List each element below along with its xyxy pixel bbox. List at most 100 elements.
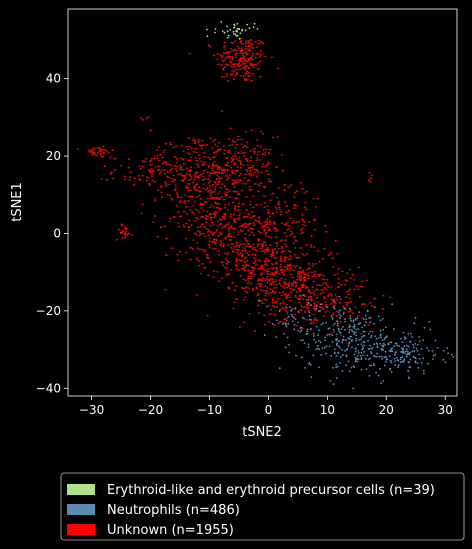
data-point: [266, 273, 269, 276]
data-point: [413, 350, 416, 353]
data-point: [258, 42, 260, 45]
data-point: [336, 365, 339, 368]
data-point: [269, 199, 272, 202]
data-point: [306, 268, 309, 271]
data-point: [373, 343, 376, 346]
data-point: [184, 237, 187, 240]
data-point: [446, 347, 449, 349]
data-point: [344, 320, 346, 323]
data-point: [325, 345, 328, 347]
x-tick-label: 0: [265, 403, 273, 417]
data-point: [235, 52, 238, 55]
data-point: [368, 180, 371, 183]
data-point: [322, 289, 324, 292]
data-point: [296, 297, 299, 300]
data-point: [297, 321, 299, 324]
data-point: [299, 327, 302, 329]
data-point: [371, 331, 374, 333]
data-point: [310, 296, 312, 299]
data-point: [275, 263, 277, 265]
data-point: [233, 207, 236, 210]
data-point: [197, 186, 200, 189]
data-point: [395, 351, 398, 353]
data-point: [382, 294, 385, 297]
data-point: [226, 188, 229, 191]
data-point: [163, 161, 166, 164]
data-point: [164, 181, 167, 184]
data-point: [187, 148, 190, 151]
data-point: [353, 327, 356, 329]
data-point: [194, 208, 197, 211]
data-point: [373, 297, 376, 300]
data-point: [231, 227, 234, 230]
data-point: [220, 186, 223, 189]
data-point: [252, 228, 255, 231]
data-point: [306, 330, 309, 333]
data-point: [217, 181, 220, 184]
data-point: [76, 148, 79, 151]
data-point: [284, 243, 287, 246]
data-point: [250, 172, 253, 175]
data-point: [149, 159, 152, 162]
data-point: [271, 56, 273, 59]
data-point: [342, 305, 345, 308]
data-point: [169, 169, 172, 171]
data-point: [244, 226, 246, 229]
data-point: [362, 341, 365, 343]
data-point: [418, 340, 421, 343]
data-point: [315, 348, 317, 350]
data-point: [339, 320, 342, 323]
data-point: [128, 179, 131, 182]
data-point: [284, 256, 286, 258]
data-point: [427, 349, 430, 352]
data-point: [231, 201, 234, 204]
data-point: [225, 57, 228, 59]
data-point: [279, 240, 282, 243]
data-point: [241, 61, 244, 63]
data-point: [280, 277, 283, 279]
data-point: [235, 244, 238, 247]
data-point: [408, 352, 411, 354]
data-point: [226, 25, 228, 28]
data-point: [215, 164, 218, 167]
data-point: [253, 274, 256, 276]
data-point: [371, 348, 373, 350]
data-point: [261, 153, 264, 156]
data-point: [252, 289, 255, 291]
data-point: [154, 166, 157, 168]
data-point: [310, 271, 313, 274]
data-point: [245, 40, 247, 43]
data-point: [194, 148, 197, 150]
data-point: [204, 163, 207, 166]
data-point: [245, 45, 247, 47]
data-point: [256, 243, 259, 246]
data-point: [186, 213, 189, 215]
data-point: [271, 301, 274, 304]
data-point: [109, 172, 112, 175]
data-point: [270, 262, 273, 265]
data-point: [319, 292, 322, 295]
data-point: [239, 49, 242, 52]
data-point: [336, 322, 339, 325]
data-point: [278, 273, 281, 275]
data-point: [220, 172, 223, 175]
data-point: [244, 239, 247, 241]
data-point: [210, 191, 213, 194]
data-point: [261, 245, 264, 248]
data-point: [221, 226, 224, 229]
data-point: [275, 236, 277, 239]
data-point: [259, 75, 261, 78]
data-point: [129, 171, 132, 174]
data-point: [266, 204, 269, 207]
data-point: [305, 301, 308, 304]
data-point: [294, 191, 296, 194]
data-point: [295, 296, 297, 298]
data-point: [300, 232, 303, 235]
data-point: [299, 309, 302, 311]
data-point: [201, 248, 204, 251]
data-point: [187, 226, 190, 229]
data-point: [169, 141, 171, 144]
data-point: [347, 345, 350, 347]
data-point: [203, 226, 206, 229]
data-point: [281, 239, 283, 241]
